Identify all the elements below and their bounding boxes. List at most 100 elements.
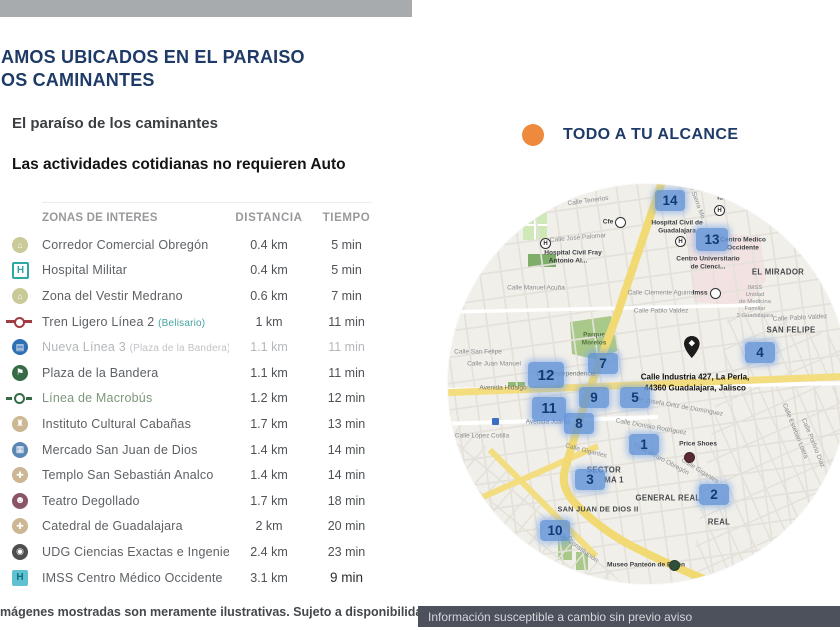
poi-label: Hospital Militar: [42, 263, 128, 278]
disclaimer-bar: Información susceptible a cambio sin pre…: [418, 606, 840, 627]
map-marker: 14: [655, 190, 685, 211]
place-label: Cfe: [602, 218, 614, 226]
place-label: 3 Guadalajara: [736, 313, 774, 319]
street-label: Calle Manuel Acuña: [507, 284, 565, 292]
poi-time: 11 min: [328, 314, 365, 329]
col-time: TIEMPO: [322, 212, 371, 224]
area-label: REAL: [707, 517, 731, 527]
poi-label: Templo San Sebastián Analco: [42, 468, 214, 483]
place-label: de Cienci...: [690, 263, 726, 271]
subtitle: El paraíso de los caminantes: [12, 115, 218, 132]
disclaimer-right: Información susceptible a cambio sin pre…: [428, 609, 693, 624]
table-row: ✚ Templo San Sebastián Analco 1.4 km 14 …: [12, 462, 404, 488]
col-distance: DISTANCIA: [235, 212, 303, 224]
poi-distance: 1.7 km: [250, 416, 288, 431]
table-row: H Hospital Militar 0.4 km 5 min: [12, 258, 404, 284]
poi-time: 5 min: [331, 263, 362, 278]
map-marker: 13: [696, 228, 728, 251]
poi-label: Nueva Línea 3: [42, 340, 126, 355]
table-row: ⌂ Corredor Comercial Obregón 0.4 km 5 mi…: [12, 232, 404, 258]
area-label: SAN JUAN DE DIOS II: [557, 504, 639, 514]
park-label: Parque: [583, 331, 605, 339]
museum-icon: ♜: [12, 415, 28, 432]
place-label: Unidad: [745, 292, 765, 298]
park-label: Morelos: [581, 339, 607, 347]
poi-label: Catedral de Guadalajara: [42, 519, 183, 534]
hospital-fray-icon: H: [540, 238, 551, 249]
divider: [42, 202, 372, 203]
place-label: Centro Universitario: [676, 255, 740, 263]
street-label: Avenida Juárez: [525, 418, 571, 426]
col-zones: ZONAS DE INTERÉS: [42, 212, 158, 224]
university-icon: ◉: [12, 543, 28, 560]
place-label: Price Shoes: [679, 440, 717, 448]
poi-distance: 0.6 km: [250, 288, 288, 303]
poi-time: 20 min: [327, 519, 366, 534]
poi-label: Teatro Degollado: [42, 493, 140, 508]
poi-label: Zona del Vestir Medrano: [42, 288, 183, 303]
table-row: ▦ Mercado San Juan de Dios 1.4 km 14 min: [12, 437, 404, 463]
area-label: GENERAL REAL: [635, 493, 701, 503]
hospital-icon: H: [12, 261, 29, 279]
place-label: Occidente: [727, 244, 759, 252]
flag-icon: ⚑: [12, 364, 28, 381]
place-label: ISSSTE: [717, 194, 741, 202]
poi-label: Mercado San Juan de Dios: [42, 442, 198, 457]
poi-distance: 2.4 km: [250, 544, 288, 559]
map-marker: 3: [575, 469, 605, 490]
table-header-row: ZONAS DE INTERÉS DISTANCIA TIEMPO: [12, 204, 404, 232]
church-icon: ✚: [12, 518, 28, 535]
top-gray-bar: [0, 0, 412, 17]
poi-label: Tren Ligero Línea 2: [42, 314, 155, 329]
table-row: Tren Ligero Línea 2 (Belisario) 1 km 11 …: [6, 309, 404, 335]
hospital-civil-icon: H: [675, 236, 686, 247]
poi-label: Plaza de la Bandera: [42, 365, 159, 380]
poi-table: ZONAS DE INTERÉS DISTANCIA TIEMPO ⌂ Corr…: [6, 202, 404, 591]
area-label: MA 1: [604, 475, 624, 485]
poi-time: 9 min: [329, 570, 363, 586]
place-label: Antonio Al...: [548, 257, 588, 265]
table-row: ✚ Catedral de Guadalajara 2 km 20 min: [12, 514, 404, 540]
street-label: Calle Independencia: [536, 370, 596, 378]
poi-label: IMSS Centro Médico Occidente: [42, 570, 223, 585]
place-label: Hospital Civil Fray: [544, 249, 602, 257]
property-address-line2: 44360 Guadalajara, Jalisco: [644, 383, 746, 393]
table-row: H IMSS Centro Médico Occidente 3.1 km 9 …: [12, 565, 404, 591]
issste-hospital-icon: H: [714, 205, 725, 216]
subtitle-claim: Las actividades cotidianas no requieren …: [12, 156, 346, 173]
poi-distance: 3.1 km: [250, 570, 288, 585]
poi-time: 13 min: [327, 416, 366, 431]
map-marker: 9: [579, 387, 609, 408]
page-title-line1: AMOS UBICADOS EN EL PARAISO: [1, 47, 305, 67]
street-label: Calle Pablo Valdez: [633, 307, 689, 315]
street-label: Calle Juan Manuel: [467, 360, 521, 368]
brt-line-icon: [6, 392, 32, 405]
page-title-line2: OS CAMINANTES: [1, 70, 155, 90]
location-pin-icon: [684, 336, 700, 359]
poi-distance: 1.1 km: [250, 365, 288, 380]
map-marker: 4: [745, 342, 775, 363]
street-label: Calle Clemente Aguirre: [627, 289, 695, 297]
poi-label: Línea de Macrobús: [42, 391, 153, 406]
map-heading: TODO A TU ALCANCE: [563, 126, 739, 143]
street-label: Calle López Cotilla: [454, 432, 510, 440]
train-icon: ▤: [12, 339, 28, 356]
poi-distance: 1.1 km: [250, 340, 288, 355]
hospital-icon: H: [12, 569, 28, 586]
train-line-icon: [6, 316, 32, 328]
poi-time: 11 min: [328, 365, 365, 380]
poi-distance: 2 km: [255, 519, 283, 534]
poi-label: Instituto Cultural Cabañas: [42, 416, 192, 431]
poi-time: 18 min: [327, 493, 366, 508]
map-marker: 8: [564, 413, 594, 434]
table-row: ♜ Instituto Cultural Cabañas 1.7 km 13 m…: [12, 411, 404, 437]
poi-time: 7 min: [331, 288, 362, 303]
place-label: IMSS: [747, 285, 763, 291]
poi-time: 12 min: [327, 391, 366, 406]
location-map: Calle Gabriela Mist... Calle Tenerios Ca…: [448, 184, 840, 584]
table-row: ▤ Nueva Línea 3 (Plaza de la Bandera) 1.…: [12, 334, 404, 360]
museum-icon: [669, 560, 680, 571]
cfe-icon: [615, 217, 626, 228]
poi-time: 14 min: [327, 468, 366, 483]
map-marker: 11: [532, 397, 566, 421]
